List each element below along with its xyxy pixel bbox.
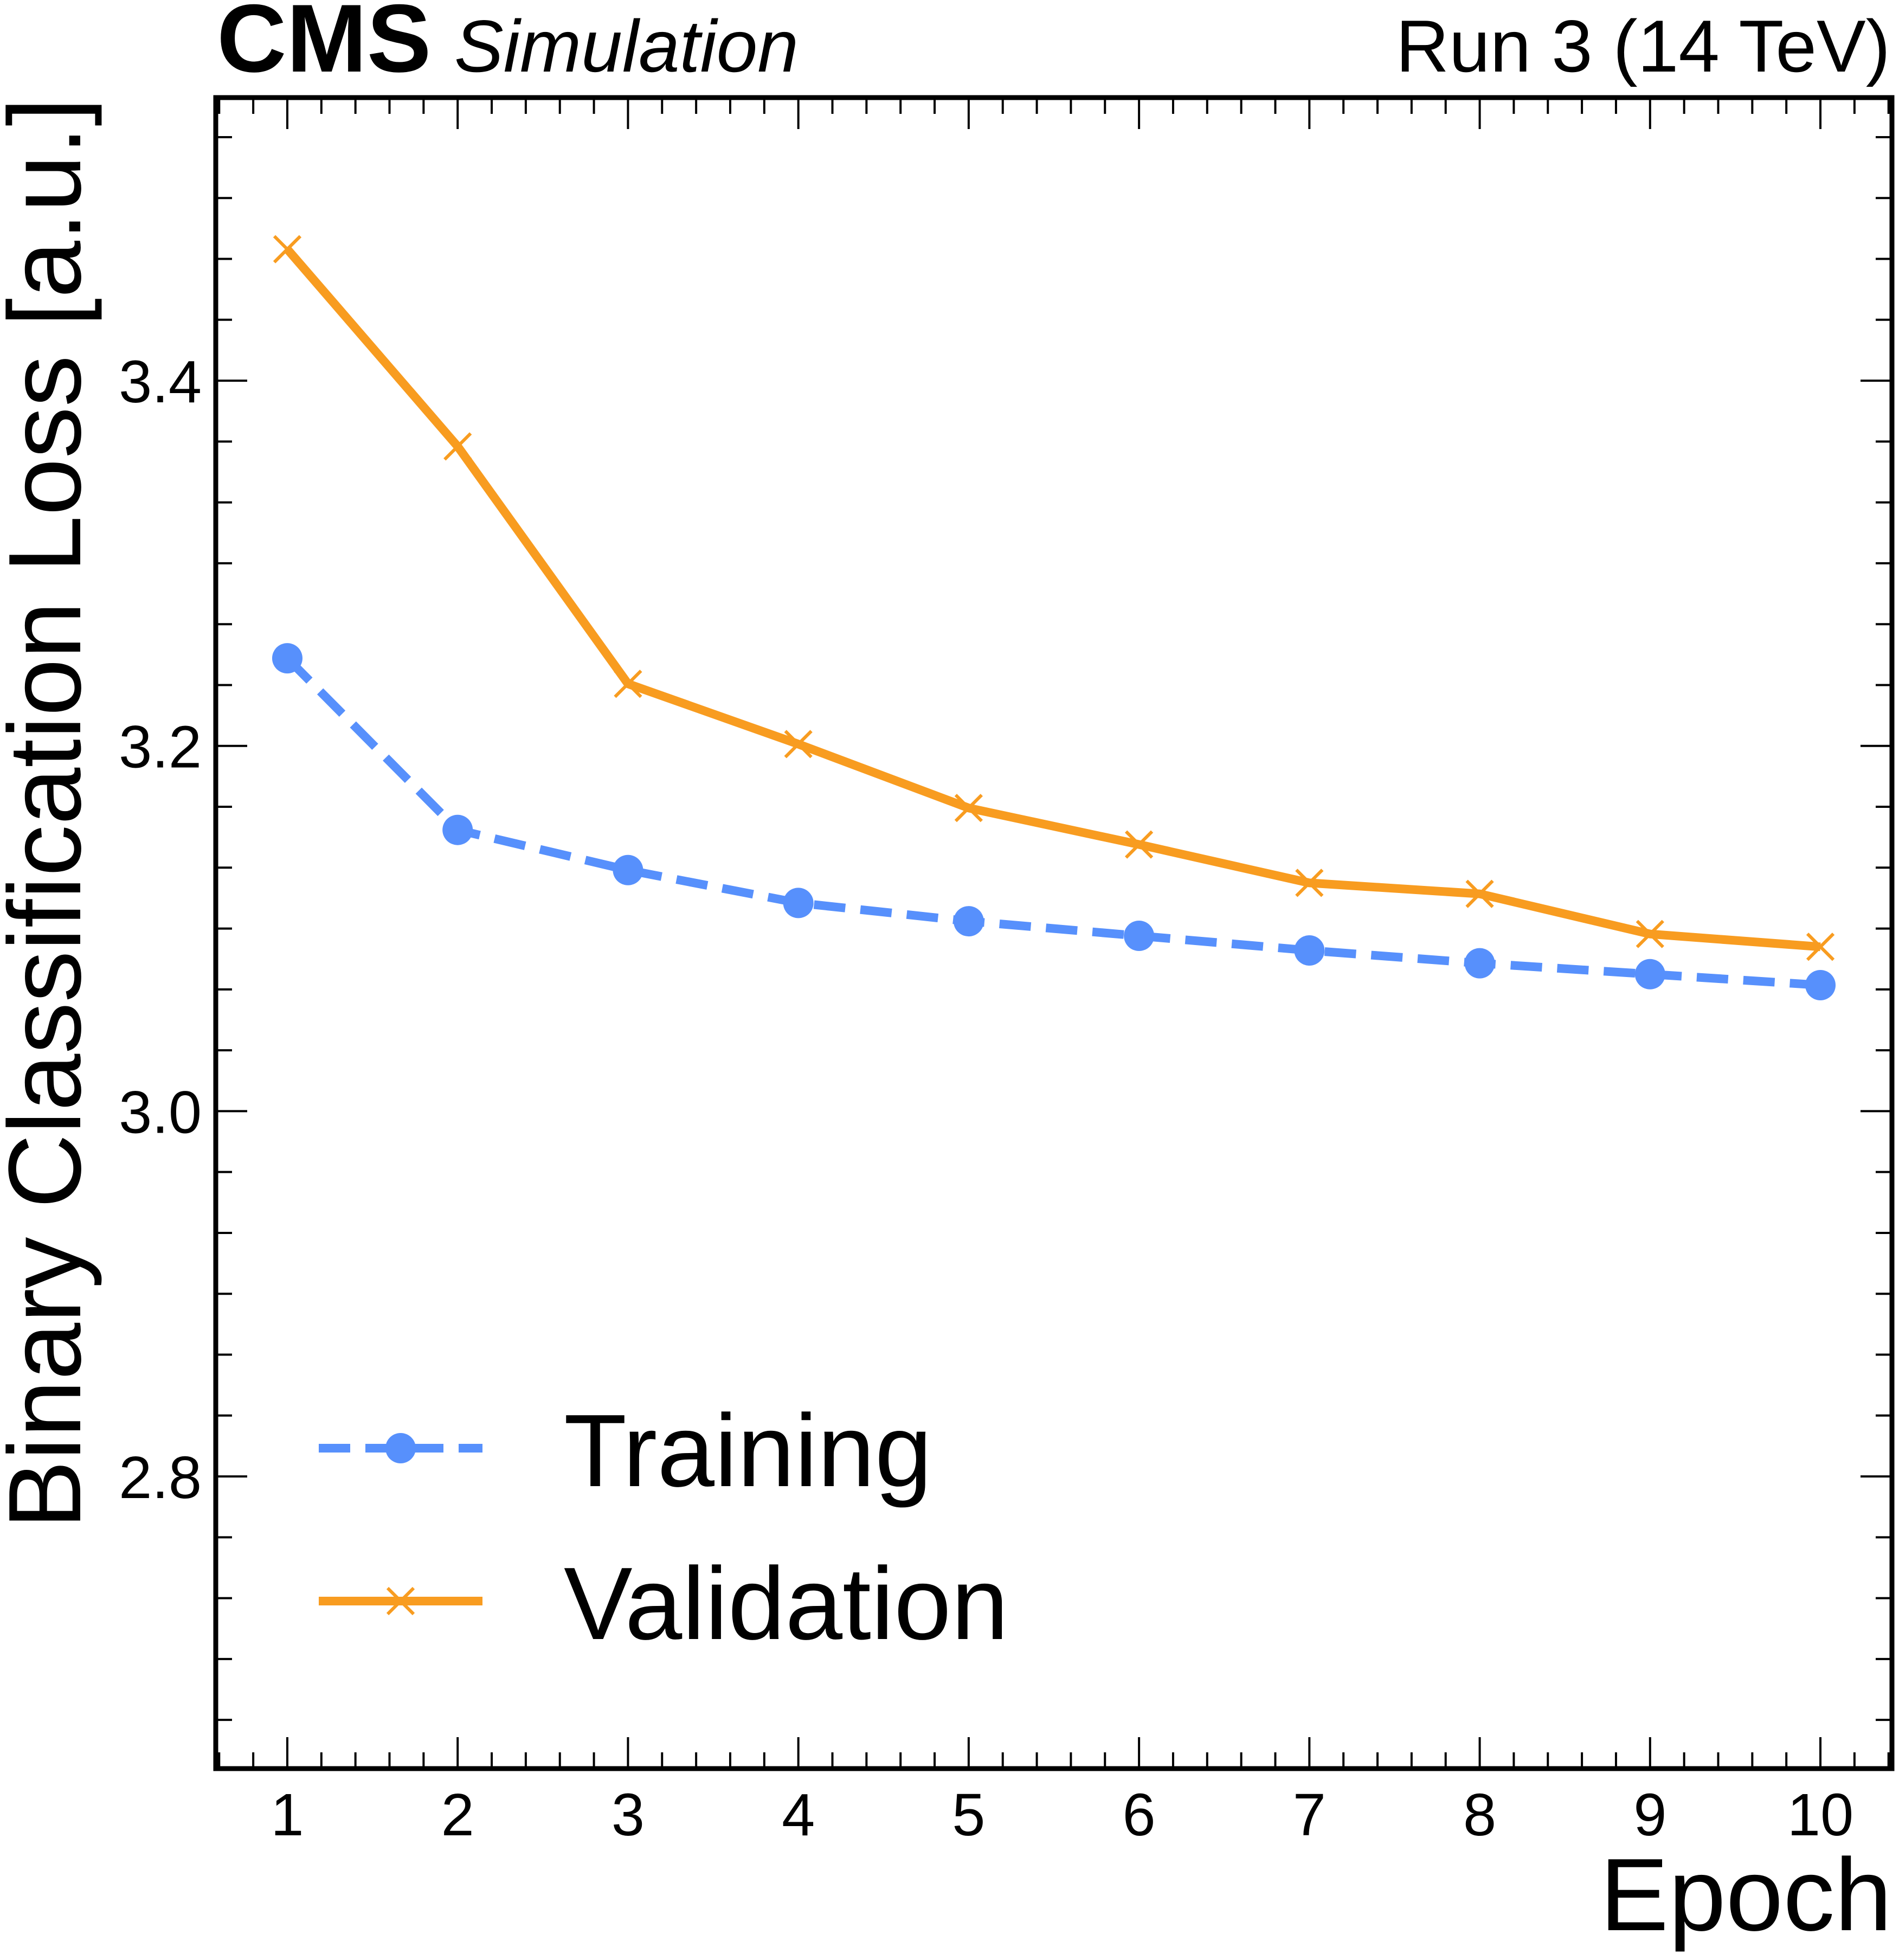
validation-marker [1636,920,1664,948]
x-tick-label: 1 [271,1782,304,1848]
x-tick-label: 9 [1633,1782,1666,1848]
y-tick-label: 3.0 [119,1079,202,1146]
legend-training-marker [385,1433,416,1463]
x-tick-label: 10 [1787,1782,1853,1848]
training-marker [272,643,302,674]
validation-marker [273,235,302,264]
validation-marker [614,670,642,698]
x-tick-label: 7 [1293,1782,1326,1848]
legend: Training Validation [319,1393,1008,1661]
y-tick-label: 3.2 [119,714,202,781]
validation-line [284,246,1821,952]
training-marker [953,906,984,937]
training-marker [613,854,643,885]
x-tick-label: 6 [1123,1782,1156,1848]
validation-marker [1124,830,1154,859]
run-info-label: Run 3 (14 TeV) [1396,5,1890,87]
x-tick-label: 2 [441,1782,474,1848]
validation-marker [1465,879,1494,908]
training-marker [442,814,473,845]
training-marker [1124,921,1155,952]
legend-training-label: Training [564,1393,932,1508]
x-tick-label: 5 [952,1782,985,1848]
x-axis-label: Epoch [1600,1837,1892,1952]
x-tick-label: 8 [1463,1782,1496,1848]
training-marker [1464,948,1495,979]
legend-validation-marker [386,1586,415,1616]
validation-marker [784,730,813,759]
training-marker [1805,969,1836,1000]
series-layer [272,235,1836,1000]
x-tick-label: 4 [782,1782,815,1848]
plot-frame [213,95,1895,1771]
training-marker [1294,935,1325,966]
tick-labels: 2.8 3.0 3.2 3.4 1 2 3 4 5 6 7 8 9 10 [119,349,1853,1848]
y-tick-label: 2.8 [119,1444,202,1511]
x-tick-label: 3 [611,1782,645,1848]
training-marker [783,888,814,918]
simulation-label: Simulation [454,5,799,87]
legend-validation-label: Validation [564,1546,1008,1661]
y-axis-label: Binary Classification Loss [a.u.] [0,98,102,1529]
training-marker [1634,959,1665,989]
validation-marker [1806,933,1835,961]
validation-marker [954,794,983,822]
axis-ticks [216,98,1892,1769]
y-tick-label: 3.4 [119,349,202,415]
training-line [284,655,1821,989]
validation-marker [1295,869,1324,897]
cms-label: CMS [217,0,432,92]
validation-marker [443,432,472,461]
